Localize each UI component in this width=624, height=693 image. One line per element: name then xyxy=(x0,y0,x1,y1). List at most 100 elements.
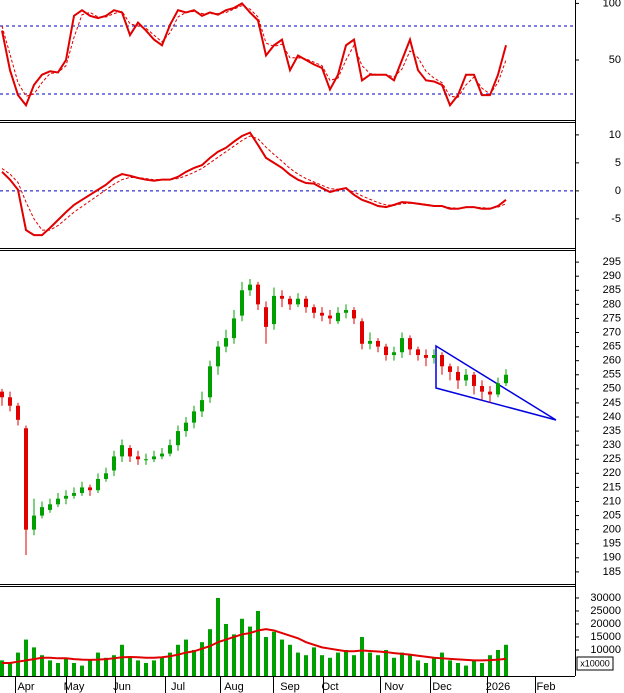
y-tick-label: 195 xyxy=(603,538,621,550)
wedge-pattern xyxy=(435,344,557,421)
volume-bar xyxy=(256,610,260,676)
x-tick-label: Aug xyxy=(224,681,244,693)
candle-body xyxy=(168,445,172,454)
y-tick-label: 230 xyxy=(603,439,621,451)
candle-body xyxy=(504,374,508,384)
volume-bar xyxy=(168,652,172,676)
volume-average xyxy=(2,628,507,664)
volume-bar xyxy=(80,665,84,676)
x-tick-label: May xyxy=(64,681,85,693)
candle-body xyxy=(24,428,28,530)
volume-bar xyxy=(136,660,140,676)
y-tick-label: 10 xyxy=(609,129,621,141)
volume-bar xyxy=(0,660,4,676)
x-tick-label: Feb xyxy=(537,681,556,693)
x-tick-label: Jul xyxy=(171,681,185,693)
x-tick-label: Apr xyxy=(17,681,34,693)
y-tick-label: 255 xyxy=(603,369,621,381)
candle-body xyxy=(280,295,284,299)
volume-bar xyxy=(400,652,404,676)
y-tick-label: 30000 xyxy=(590,592,621,604)
candle-body xyxy=(32,515,36,530)
y-tick-label: 0 xyxy=(615,185,621,197)
x-tick-label: 2026 xyxy=(486,681,510,693)
candle-body xyxy=(64,495,68,499)
y-tick-label: 240 xyxy=(603,411,621,423)
candle-body xyxy=(496,383,500,395)
candle-body xyxy=(192,411,196,423)
volume-bar xyxy=(184,639,188,676)
volume-bar xyxy=(376,655,380,676)
candle-body xyxy=(304,298,308,308)
y-tick-label: 235 xyxy=(603,425,621,437)
volume-bar xyxy=(248,626,252,676)
y-tick-label: 200 xyxy=(603,524,621,536)
candle-body xyxy=(264,307,268,327)
candle-body xyxy=(472,374,476,387)
volume-bar xyxy=(344,649,348,676)
volume-bar xyxy=(96,652,100,676)
y-tick-label: 245 xyxy=(603,397,621,409)
y-tick-label: 225 xyxy=(603,453,621,465)
x-tick-label: Jun xyxy=(113,681,131,693)
candle-body xyxy=(448,366,452,372)
candle-body xyxy=(80,487,84,494)
volume-bar xyxy=(192,649,196,676)
candle-body xyxy=(128,447,132,457)
y-tick-label: 15000 xyxy=(590,631,621,643)
candle-body xyxy=(216,346,220,367)
volume-bar xyxy=(200,642,204,676)
volume-bar xyxy=(208,629,212,676)
volume-bar xyxy=(448,660,452,676)
indicator-line xyxy=(1,5,507,98)
candle-body xyxy=(16,405,20,420)
x-tick-label: Nov xyxy=(384,681,404,693)
volume-bar xyxy=(328,657,332,676)
volume-bar xyxy=(120,644,124,676)
volume-bar xyxy=(368,652,372,676)
y-tick-label: 185 xyxy=(603,566,621,578)
volume-bar xyxy=(88,660,92,676)
volume-bar xyxy=(176,644,180,676)
candle-body xyxy=(112,456,116,471)
candle-body xyxy=(240,290,244,316)
candle-body xyxy=(408,338,412,350)
volume-bar xyxy=(464,665,468,676)
volume-bar xyxy=(440,652,444,676)
y-tick-label: 20000 xyxy=(590,618,621,630)
volume-bar xyxy=(144,662,148,676)
candle-body xyxy=(400,338,404,353)
indicator-line xyxy=(1,131,507,237)
y-tick-label: 205 xyxy=(603,509,621,521)
volume-bar xyxy=(232,634,236,676)
candle-body xyxy=(96,478,100,491)
volume-bar xyxy=(432,657,436,676)
candle-body xyxy=(328,315,332,319)
volume-bar xyxy=(296,652,300,676)
unit-box xyxy=(576,656,614,671)
volume-bar xyxy=(128,657,132,676)
y-tick-label: -5 xyxy=(611,213,621,225)
unit-label: x10000 xyxy=(580,658,610,668)
y-tick-label: 270 xyxy=(603,326,621,338)
volume-bar xyxy=(8,662,12,676)
volume-bar xyxy=(104,657,108,676)
volume-bar xyxy=(408,655,412,676)
candle-body xyxy=(352,309,356,319)
volume-bar xyxy=(360,636,364,676)
volume-bar xyxy=(496,649,500,676)
volume-bar xyxy=(304,655,308,676)
y-tick-label: 275 xyxy=(603,312,621,324)
volume-bar xyxy=(152,660,156,676)
volume-bar xyxy=(384,649,388,676)
volume-bar xyxy=(392,657,396,676)
y-tick-label: 295 xyxy=(603,256,621,268)
y-tick-label: 290 xyxy=(603,270,621,282)
volume-bar xyxy=(112,655,116,676)
volume-bar xyxy=(160,657,164,676)
candle-body xyxy=(480,386,484,392)
volume-bar xyxy=(320,655,324,676)
x-tick-label: Dec xyxy=(432,681,452,693)
y-tick-label: 250 xyxy=(603,383,621,395)
